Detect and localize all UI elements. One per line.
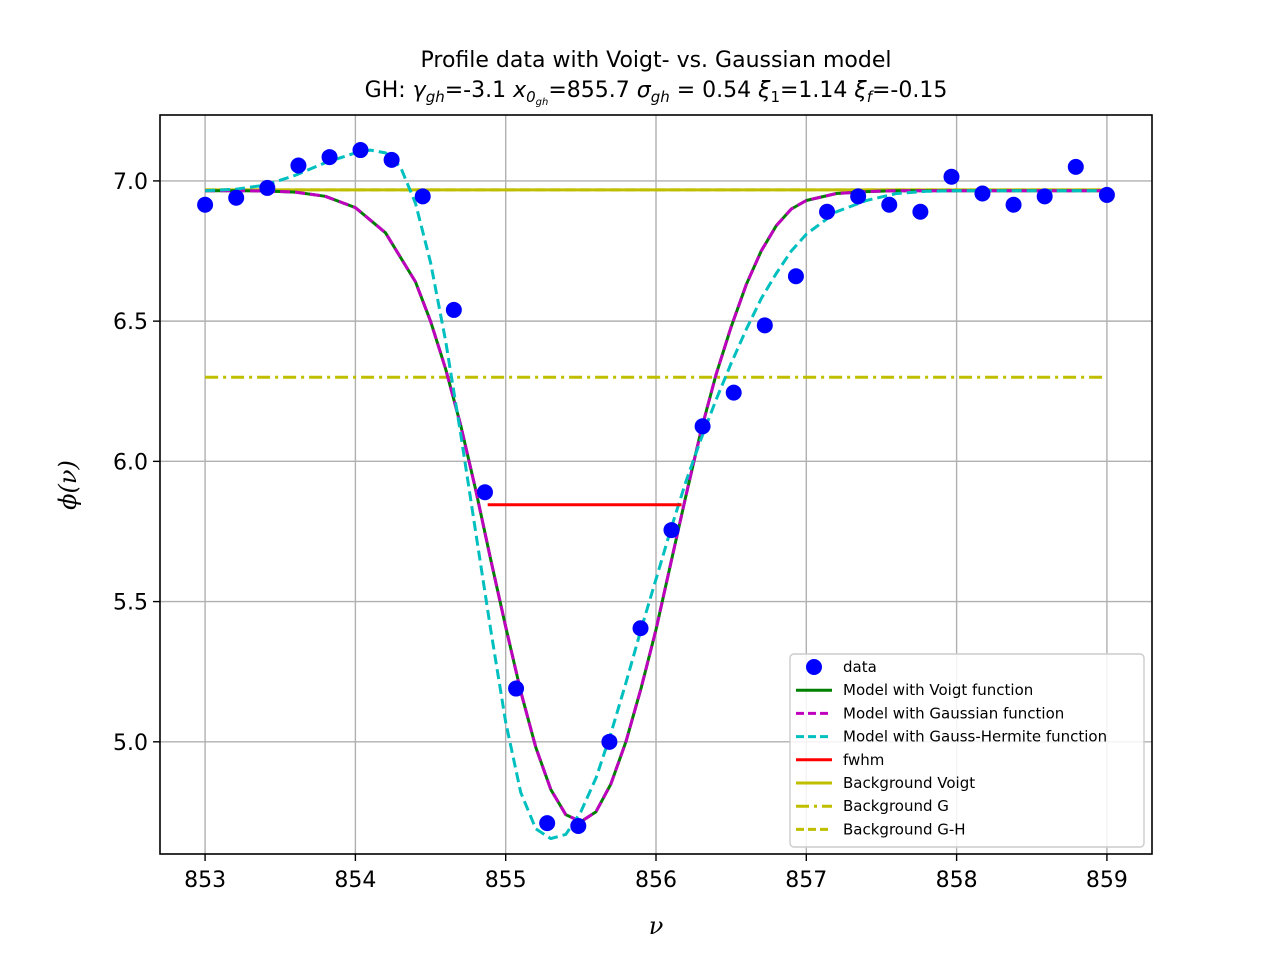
data-point <box>1036 188 1053 205</box>
data-point <box>756 317 773 334</box>
data-point <box>321 149 338 166</box>
legend-label-background-g: Background G <box>843 797 949 815</box>
data-point <box>290 157 307 174</box>
data-point <box>912 203 929 220</box>
legend-marker-data <box>806 659 822 675</box>
legend-box <box>789 653 1145 848</box>
x-tick-label: 858 <box>936 868 978 893</box>
legend: data Model with Voigt function Model with … <box>789 653 1145 848</box>
y-tick-label: 6.0 <box>113 450 148 475</box>
data-point <box>383 151 400 168</box>
chart-title: Profile data with Voigt- vs. Gaussian mo… <box>421 48 892 73</box>
y-tick-label: 5.0 <box>113 731 148 756</box>
legend-label-model-with-voigt-function: Model with Voigt function <box>843 681 1033 699</box>
x-tick-label: 855 <box>485 868 527 893</box>
data-point <box>476 484 493 501</box>
plot-series <box>197 142 1115 841</box>
data-point <box>1005 196 1022 213</box>
data-point <box>819 203 836 220</box>
x-tick-label: 856 <box>635 868 677 893</box>
x-tick-label: 854 <box>334 868 376 893</box>
legend-label-data: data <box>843 658 877 676</box>
legend-label-background-g-h: Background G-H <box>843 820 966 838</box>
legend-label-model-with-gaussian-function: Model with Gaussian function <box>843 704 1064 722</box>
data-point <box>445 301 462 318</box>
data-point <box>881 196 898 213</box>
x-tick-label: 853 <box>184 868 226 893</box>
data-point <box>787 268 804 285</box>
data-point <box>663 522 680 539</box>
y-tick-label: 6.5 <box>113 310 148 335</box>
axis-ticks: 853 854 855 856 857 858 859 5.0 5.5 6.0 6.5 7.0 <box>113 170 1128 893</box>
data-point <box>694 418 711 435</box>
data-point <box>974 185 991 202</box>
data-point <box>414 188 431 205</box>
data-point <box>943 168 960 185</box>
y-axis-label: ϕ(ν) <box>54 460 82 510</box>
data-point <box>850 188 867 205</box>
data-point <box>601 733 618 750</box>
data-point <box>539 815 556 832</box>
data-point <box>725 384 742 401</box>
x-tick-label: 857 <box>785 868 827 893</box>
data-point <box>632 620 649 637</box>
x-axis-label: ν <box>649 912 664 940</box>
data-point <box>1067 158 1084 175</box>
data-point <box>352 142 369 159</box>
data-point <box>259 179 276 196</box>
y-tick-label: 5.5 <box>113 591 148 616</box>
legend-label-background-voigt: Background Voigt <box>843 774 975 792</box>
y-tick-label: 7.0 <box>113 170 148 195</box>
chart-subtitle: GH: γgh=-3.1 x0gh=855.7 σgh = 0.54 ξ1=1.… <box>365 78 948 108</box>
legend-label-model-with-gauss-hermite-function: Model with Gauss-Hermite function <box>843 728 1107 746</box>
data-point <box>570 817 587 834</box>
series-line-model-with-gauss-hermite-function <box>205 148 1107 841</box>
data-point <box>228 189 245 206</box>
series-line-model-with-gaussian-function <box>205 189 1107 824</box>
data-point <box>1098 186 1115 203</box>
legend-label-fwhm: fwhm <box>843 751 884 769</box>
x-tick-label: 859 <box>1086 868 1128 893</box>
data-point <box>197 196 214 213</box>
data-point <box>508 680 525 697</box>
